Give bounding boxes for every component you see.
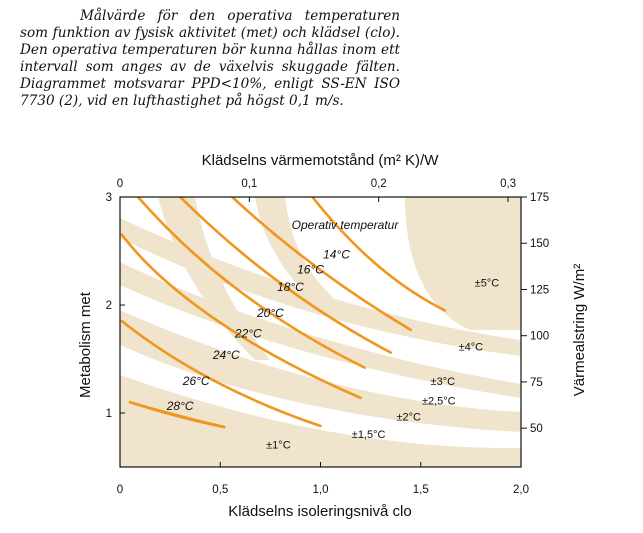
x-tick-label: 2,0 (513, 484, 529, 496)
y-tick-label: 2 (106, 300, 112, 312)
temperature-label: 18°C (277, 280, 304, 294)
band-range-label: ±4°C (459, 341, 484, 353)
x2-axis-title: Klädselns värmemotstånd (m² K)/W (202, 152, 440, 169)
figure-caption: Målvärde för den operativa temperaturen … (20, 8, 400, 109)
x-tick-label: 1,5 (413, 484, 429, 496)
temperature-label: 20°C (256, 306, 284, 320)
x-tick-label: 0,5 (212, 484, 228, 496)
band-range-label: ±2°C (396, 412, 421, 424)
temperature-curve (230, 197, 413, 332)
y-tick-label: 3 (106, 192, 112, 204)
comfort-band-area (158, 197, 270, 360)
y2-tick-label: 150 (530, 238, 549, 250)
comfort-band-area (255, 197, 335, 310)
temperature-curve (311, 197, 447, 312)
y-axis-title: Metabolism met (77, 291, 94, 398)
y2-tick-label: 125 (530, 284, 549, 296)
temperature-curves (120, 197, 447, 429)
x-tick-label: 1,0 (313, 484, 329, 496)
comfort-band-area (120, 218, 521, 356)
temperature-label: 16°C (297, 263, 324, 277)
temperature-curve (120, 319, 322, 428)
x2-tick-label: 0,3 (500, 178, 516, 190)
comfort-band-area (120, 262, 521, 398)
y2-tick-label: 50 (530, 423, 543, 435)
temperature-curve (136, 197, 366, 369)
temperature-curve (120, 233, 362, 400)
y2-tick-label: 75 (530, 377, 543, 389)
chart-labels: 0 0,5 1,0 1,5 2,0 0 0,1 0,2 0,3 1 2 3 50 75 100 125 150 1… (106, 178, 550, 496)
band-range-label: ±5°C (475, 278, 500, 290)
temperature-label: 26°C (182, 374, 210, 388)
y2-axis-title: Värmealstring W/m² (571, 264, 588, 397)
band-range-label: ±1°C (266, 440, 291, 452)
temperature-label: 14°C (323, 248, 350, 262)
temperature-curve (178, 197, 392, 354)
band-range-label: ±2,5°C (422, 395, 456, 407)
band-range-label: ±3°C (431, 376, 456, 388)
comfort-band-area (120, 310, 521, 432)
y2-tick-label: 175 (530, 192, 549, 204)
comfort-band-area (405, 197, 521, 330)
x2-tick-label: 0,1 (241, 178, 257, 190)
x-tick-label: 0 (117, 484, 123, 496)
comfort-bands (120, 197, 521, 467)
temperature-curve (128, 400, 226, 429)
band-range-label: ±1,5°C (352, 429, 386, 441)
temperature-label: 24°C (212, 348, 240, 362)
temperature-label: 28°C (166, 399, 194, 413)
y-tick-label: 1 (106, 408, 112, 420)
chart-frame (119, 196, 527, 468)
x-axis-title: Klädselns isoleringsnivå clo (228, 503, 411, 520)
series-note: Operativ temperatur (292, 218, 400, 232)
x2-tick-label: 0,2 (371, 178, 387, 190)
temperature-label: 22°C (234, 326, 262, 340)
y2-tick-label: 100 (530, 331, 549, 343)
x2-tick-label: 0 (117, 178, 123, 190)
comfort-band-area (120, 375, 521, 467)
